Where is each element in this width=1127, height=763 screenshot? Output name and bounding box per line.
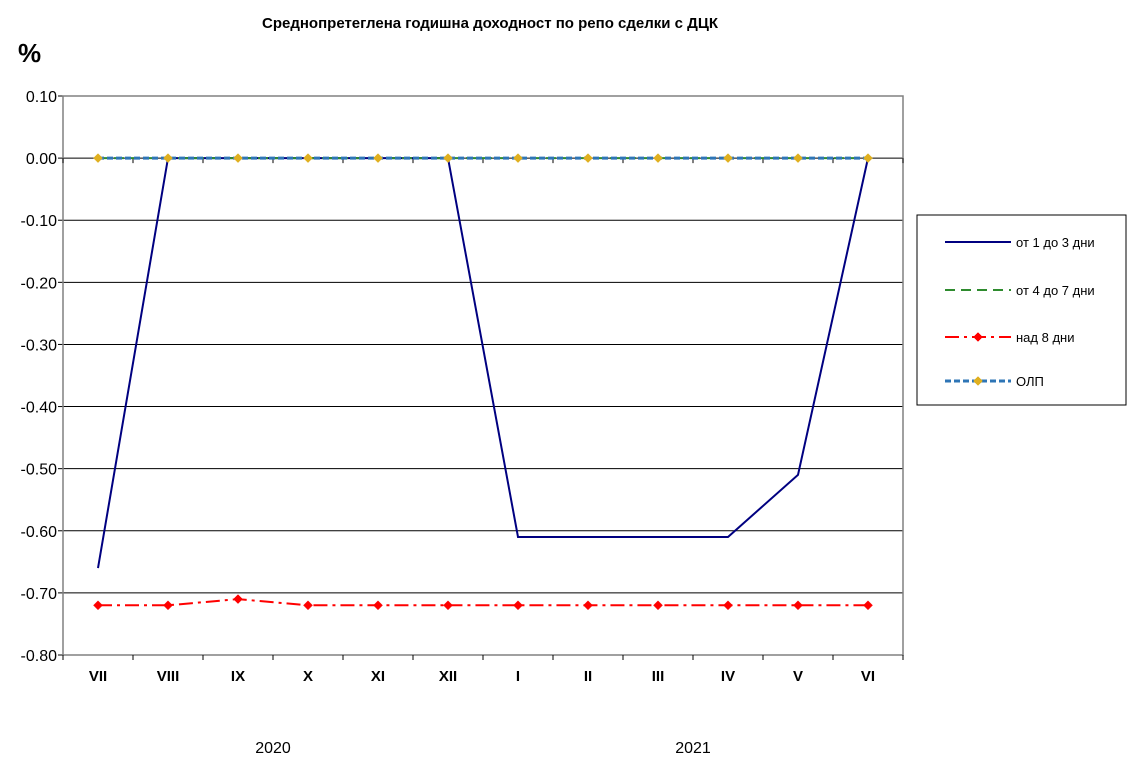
- series-point-4: [513, 153, 523, 163]
- x-tick-label: IV: [721, 668, 735, 685]
- y-tick-label: -0.70: [21, 586, 58, 603]
- x-tick-label: IX: [231, 668, 245, 685]
- y-tick-label: -0.80: [21, 648, 58, 665]
- series-point-3: [303, 600, 313, 611]
- x-tick-label: X: [303, 668, 313, 685]
- legend-label: от 1 до 3 дни: [1016, 235, 1095, 250]
- x-tick-label: VIII: [157, 668, 180, 685]
- series-point-3: [233, 594, 243, 604]
- y-tick-label: -0.40: [21, 400, 58, 417]
- legend-label: ОЛП: [1016, 374, 1044, 389]
- y-tick-label: 0.00: [26, 151, 57, 168]
- legend-marker: [973, 332, 983, 342]
- series-point-4: [583, 153, 593, 163]
- series-point-4: [793, 153, 803, 163]
- x-tick-label: VI: [861, 668, 875, 685]
- plot-frame: [62, 95, 904, 656]
- legend: от 1 до 3 дни от 4 до 7 дни над 8 дни ОЛП: [916, 214, 1127, 406]
- series-point-3: [723, 600, 733, 611]
- x-tick-label: XII: [439, 668, 457, 685]
- series-point-4: [653, 153, 663, 163]
- series-point-4: [443, 153, 453, 163]
- series-point-3: [513, 600, 523, 611]
- y-tick-label: -0.20: [21, 275, 58, 292]
- series-point-4: [233, 153, 243, 163]
- year-label: 2021: [675, 740, 711, 757]
- series-line-3: [98, 598, 868, 607]
- series-point-4: [163, 153, 173, 163]
- series-point-3: [863, 600, 873, 611]
- series-point-4: [723, 153, 733, 163]
- x-tick-label: XI: [371, 668, 385, 685]
- legend-marker: [973, 376, 983, 386]
- series-point-3: [163, 600, 173, 611]
- x-tick-label: VII: [89, 668, 107, 685]
- y-axis-unit-label: %: [18, 38, 41, 68]
- x-tick-label: V: [793, 668, 803, 685]
- series-point-3: [583, 600, 593, 611]
- legend-label: над 8 дни: [1016, 330, 1074, 345]
- series-point-3: [443, 600, 453, 611]
- legend-frame: [916, 214, 1127, 406]
- y-tick-label: -0.60: [21, 524, 58, 541]
- series-point-3: [653, 600, 663, 611]
- plot-area: 0.10 0.00 -0.10 -0.20 -0.30 -0.40 -0.50 -0.60 -0…: [21, 89, 904, 757]
- series-line-1: [97, 157, 869, 569]
- y-tick-label: -0.10: [21, 213, 58, 230]
- y-tick-label: -0.50: [21, 462, 58, 479]
- series-point-4: [93, 153, 103, 163]
- x-tick-label: III: [652, 668, 665, 685]
- y-tick-label: 0.10: [26, 89, 57, 106]
- year-label: 2020: [255, 740, 291, 757]
- chart-title: Среднопретеглена годишна доходност по ре…: [262, 15, 719, 32]
- y-tick-label: -0.30: [21, 337, 58, 354]
- series-point-4: [373, 153, 383, 163]
- series-point-3: [373, 600, 383, 611]
- series-point-4: [863, 153, 873, 163]
- series-point-3: [793, 600, 803, 611]
- series-point-3: [93, 600, 103, 611]
- x-tick-label: I: [516, 668, 520, 685]
- x-tick-label: II: [584, 668, 592, 685]
- legend-label: от 4 до 7 дни: [1016, 283, 1095, 298]
- series-point-4: [303, 153, 313, 163]
